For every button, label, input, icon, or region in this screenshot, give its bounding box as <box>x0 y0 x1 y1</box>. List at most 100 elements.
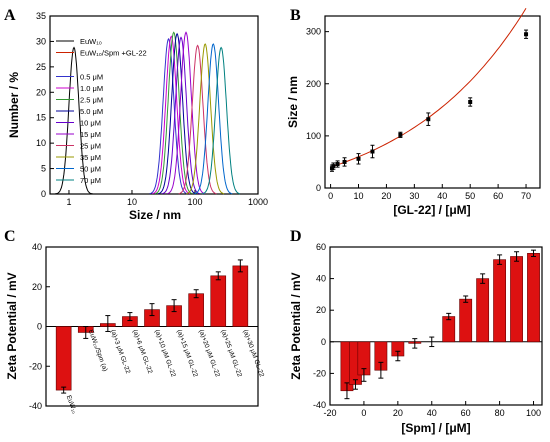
panel-b-point <box>331 164 336 169</box>
panel-a-legend-label: 25 μM <box>80 142 101 151</box>
panel-a-curve <box>152 35 191 195</box>
panel-a-curve <box>158 32 197 195</box>
panel-a-legend-label: 70 μM <box>80 176 101 185</box>
panel-b-xtick-label: 0 <box>328 191 333 201</box>
panel-b-ytick-label: 300 <box>306 27 321 37</box>
panel-b-ytick-label: 0 <box>316 183 321 193</box>
panel-a-legend-header: EuW₁₀/Spm +GL-22 <box>80 49 147 58</box>
panel-c-category-label: (a)+10 μM GL-22 <box>153 329 177 379</box>
panel-d-xtick-label: -20 <box>323 408 336 418</box>
panel-a-legend-label: 2.5 μM <box>80 96 103 105</box>
panel-b-point <box>398 132 403 137</box>
panel-d-letter: D <box>290 228 302 245</box>
panel-a-ytick-label: 25 <box>36 62 46 72</box>
panel-a-xtick-label: 100 <box>187 197 202 207</box>
panel-a-curve <box>194 43 233 195</box>
panel-d-bar <box>510 256 523 343</box>
panel-c-bar <box>55 326 72 391</box>
panel-a-ytick-label: 10 <box>36 138 46 148</box>
panel-d-ylabel: Zeta Potential / mV <box>289 272 303 379</box>
panel-a-legend-label: 5.0 μM <box>80 107 103 116</box>
panel-a-legend-label: EuW₁₀ <box>80 37 102 46</box>
panel-b-point <box>524 32 529 37</box>
panel-d-bar <box>442 316 456 343</box>
panel-b-point <box>426 117 431 122</box>
panel-d-xtick-label: 100 <box>526 408 541 418</box>
panel-c-bar <box>232 265 249 327</box>
panel-a-xlabel: Size / nm <box>129 208 181 222</box>
panel-c-ytick-label: -20 <box>29 361 42 371</box>
panel-d-bar <box>476 278 490 343</box>
panel-b-ytick-label: 100 <box>306 131 321 141</box>
panel-d-bar <box>459 298 473 343</box>
panel-b-xtick-label: 50 <box>465 191 475 201</box>
panel-b-fit-curve <box>330 8 527 168</box>
panel-a-curve <box>55 46 93 195</box>
panel-a-legend-label: 0.5 μM <box>80 73 103 82</box>
panel-d-bar <box>527 253 540 343</box>
panel-b-letter: B <box>290 7 301 24</box>
panel-c-bar <box>210 275 227 327</box>
panel-d-xtick-label: 80 <box>495 408 505 418</box>
panel-b-point <box>335 162 340 167</box>
panel-c-bar <box>188 293 204 327</box>
panel-b-ylabel: Size / nm <box>286 76 300 128</box>
panel-c-ytick-label: 20 <box>32 282 42 292</box>
panel-d-bar <box>493 259 507 343</box>
panel-b-ytick-label: 200 <box>306 79 321 89</box>
panel-c-category-label: (a)+25 μM GL-22 <box>219 329 243 379</box>
panel-d-ytick-label: 60 <box>316 242 326 252</box>
panel-a-curve <box>166 31 206 195</box>
panel-a-curve <box>161 36 201 195</box>
panel-a-ylabel: Number / % <box>7 72 21 138</box>
panel-d-ytick-label: -40 <box>313 400 326 410</box>
panel-b-xtick-label: 30 <box>409 191 419 201</box>
panel-a-legend-label: 15 μM <box>80 130 101 139</box>
panel-c-ylabel: Zeta Potential / mV <box>5 272 19 379</box>
panel-a-frame <box>49 15 259 195</box>
panel-a-legend-label: 50 μM <box>80 165 101 174</box>
panel-c-category-label: EuW₁₀ <box>65 394 78 415</box>
panel-b-xtick-label: 20 <box>381 191 391 201</box>
panel-a-curve <box>149 37 188 195</box>
panel-c-ytick-label: -40 <box>29 401 42 411</box>
panel-a-legend-label: 1.0 μM <box>80 84 103 93</box>
panel-c-category-label: EuW₁₀/Spm (a) <box>87 329 109 373</box>
panel-c-ytick-label: 0 <box>37 322 42 332</box>
panel-b-xtick-label: 60 <box>493 191 503 201</box>
panel-d-xtick-label: 0 <box>361 408 366 418</box>
panel-d-ytick-label: -20 <box>313 368 326 378</box>
panel-c-category-label: (a)+3 μM GL-22 <box>109 329 132 375</box>
panel-a-ytick-label: 0 <box>41 189 46 199</box>
panel-c-category-label: (a)+15 μM GL-22 <box>175 329 199 379</box>
panel-a-letter: A <box>4 7 16 24</box>
panel-c-ytick-label: 40 <box>32 242 42 252</box>
panel-d-frame <box>329 246 543 406</box>
panel-a-legend-label: 35 μM <box>80 153 101 162</box>
panel-b-xtick-label: 40 <box>437 191 447 201</box>
panel-a-xtick-label: 1000 <box>248 197 268 207</box>
panel-a-curve <box>186 43 225 195</box>
panel-d-ytick-label: 40 <box>316 274 326 284</box>
panel-a-curve <box>178 44 217 195</box>
panel-d-ytick-label: 0 <box>321 337 326 347</box>
panel-d-xtick-label: 20 <box>393 408 403 418</box>
panel-b-point <box>468 100 473 104</box>
panel-d-xtick-label: 60 <box>461 408 471 418</box>
panel-b-xlabel: [GL-22] / [μM] <box>393 203 470 217</box>
panel-b-point <box>356 156 361 161</box>
panel-b-point <box>329 166 334 171</box>
panel-b-point <box>342 159 347 164</box>
panel-c-category-label: (a)+6 μM GL-22 <box>131 329 154 375</box>
panel-b-point <box>370 149 375 154</box>
panel-c-category-label: (a)+20 μM GL-22 <box>197 329 221 379</box>
panel-a-curve <box>154 31 193 195</box>
panel-b-frame <box>324 15 541 189</box>
panel-b-xtick-label: 70 <box>521 191 531 201</box>
panel-d-ytick-label: 20 <box>316 305 326 315</box>
panel-a-ytick-label: 5 <box>41 164 46 174</box>
panel-a-ytick-label: 20 <box>36 87 46 97</box>
panel-a-ytick-label: 30 <box>36 36 46 46</box>
panel-c-letter: C <box>4 228 16 245</box>
